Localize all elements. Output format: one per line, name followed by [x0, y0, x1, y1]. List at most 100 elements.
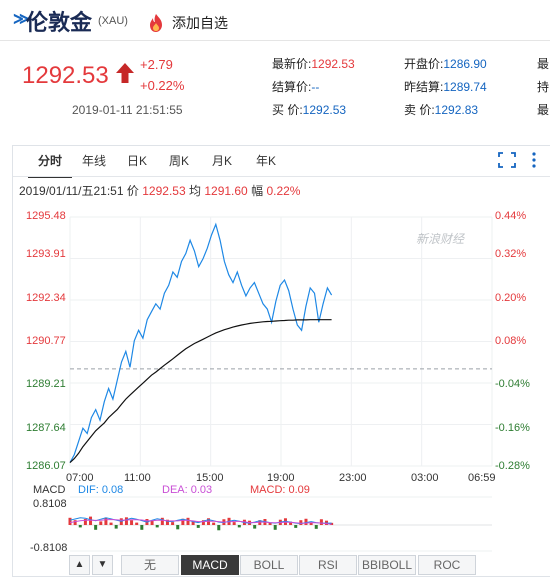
macd-bar — [212, 522, 216, 525]
macd-chart[interactable] — [0, 495, 550, 553]
y-tick-label: 1286.07 — [26, 460, 66, 472]
macd-bar — [89, 516, 93, 525]
y-tick-label: 1293.91 — [26, 248, 66, 260]
stat-open: 开盘价:1286.90 — [404, 57, 487, 71]
indicator-bbiboll[interactable]: BBIBOLL — [358, 555, 416, 575]
macd-bar — [68, 517, 72, 525]
indicator-rsi[interactable]: RSI — [299, 555, 357, 575]
macd-dif: DIF: 0.08 — [78, 484, 124, 496]
y-right-tick-label: 0.08% — [495, 335, 527, 347]
macd-bar — [217, 525, 221, 531]
macd-bar — [135, 522, 139, 525]
macd-value: MACD: 0.09 — [250, 484, 310, 496]
macd-bar — [73, 520, 77, 525]
macd-bar — [201, 520, 205, 525]
macd-bar — [114, 525, 118, 529]
y-right-tick-label: -0.04% — [495, 378, 530, 390]
watermark: 新浪财经 — [416, 232, 465, 246]
macd-bar — [171, 522, 175, 525]
stat-holding: 持 — [537, 80, 550, 94]
fullscreen-icon[interactable] — [498, 152, 516, 168]
macd-bar — [289, 521, 293, 525]
current-price: 1292.53 — [22, 62, 109, 89]
stat-high: 最 — [537, 57, 550, 71]
macd-bar — [304, 518, 308, 525]
macd-ymin: -0.8108 — [30, 542, 68, 554]
macd-bar — [294, 525, 298, 528]
y-right-tick-label: 0.32% — [495, 248, 527, 260]
macd-bar — [104, 517, 108, 525]
macd-bar — [253, 525, 257, 529]
x-tick-label: 23:00 — [339, 472, 367, 484]
x-tick-label: 15:00 — [196, 472, 224, 484]
add-favorite-button[interactable]: 添加自选 — [172, 15, 228, 31]
macd-bar — [273, 525, 277, 530]
average-line — [69, 319, 332, 464]
divider — [13, 176, 550, 177]
y-right-tick-label: -0.16% — [495, 422, 530, 434]
macd-bar — [165, 519, 169, 525]
macd-bar — [150, 520, 154, 525]
fire-icon[interactable] — [146, 13, 166, 33]
macd-title: MACD — [33, 484, 66, 496]
y-tick-label: 1292.34 — [26, 292, 66, 304]
more-icon[interactable] — [530, 151, 538, 169]
macd-bar — [176, 525, 180, 530]
macd-bar — [155, 525, 159, 528]
stat-settle: 结算价:-- — [272, 80, 320, 94]
price-change-pct: +0.22% — [140, 78, 185, 93]
indicator-roc[interactable]: ROC — [418, 555, 476, 575]
chevron-right-icon: ≫ — [13, 11, 30, 28]
symbol-code: (XAU) — [98, 15, 128, 27]
indicator-macd[interactable]: MACD — [181, 555, 239, 575]
y-right-tick-label: 0.20% — [495, 292, 527, 304]
header-bar — [0, 0, 550, 41]
tab-year-line[interactable]: 年线 — [81, 154, 106, 168]
y-right-tick-label: 0.44% — [495, 210, 527, 222]
stat-ask: 卖 价:1292.83 — [404, 103, 479, 117]
stat-prev-settle: 昨结算:1289.74 — [404, 80, 487, 94]
macd-bar — [83, 519, 87, 525]
y-tick-label: 1290.77 — [26, 335, 66, 347]
quote-timestamp: 2019-01-11 21:51:55 — [72, 103, 183, 117]
next-indicator-button[interactable]: ▼ — [92, 555, 113, 575]
stat-latest: 最新价:1292.53 — [272, 57, 355, 71]
macd-bar — [196, 525, 200, 528]
macd-bar — [232, 522, 236, 525]
tab-month-k[interactable]: 月K — [211, 154, 232, 168]
macd-bar — [309, 522, 313, 525]
y-right-tick-label: -0.28% — [495, 460, 530, 472]
x-tick-label: 11:00 — [124, 472, 151, 484]
macd-bar — [319, 519, 323, 525]
macd-bar — [99, 521, 103, 525]
macd-ymax: 0.8108 — [33, 498, 67, 510]
macd-bar — [186, 517, 190, 525]
macd-bar — [124, 517, 128, 525]
y-tick-label: 1287.64 — [26, 422, 66, 434]
price-line — [69, 222, 333, 463]
macd-bar — [191, 521, 195, 525]
tab-week-k[interactable]: 周K — [168, 154, 189, 168]
crosshair-info: 2019/01/11/五21:51 价 1292.53 均 1291.60 幅 … — [19, 184, 301, 198]
tab-day-k[interactable]: 日K — [126, 154, 147, 168]
macd-bar — [78, 525, 82, 528]
x-tick-label: 19:00 — [267, 472, 295, 484]
prev-indicator-button[interactable]: ▲ — [69, 555, 90, 575]
tab-year-k[interactable]: 年K — [255, 154, 276, 168]
macd-dea: DEA: 0.03 — [162, 484, 213, 496]
indicator-none[interactable]: 无 — [121, 555, 179, 575]
x-tick-label: 06:59 — [468, 472, 496, 484]
x-tick-label: 03:00 — [411, 472, 439, 484]
price-change: +2.79 — [140, 57, 173, 72]
indicator-boll[interactable]: BOLL — [240, 555, 298, 575]
price-chart[interactable] — [0, 200, 550, 490]
tab-intraday[interactable]: 分时 — [28, 146, 72, 178]
macd-bar — [299, 520, 303, 525]
macd-bar — [237, 525, 241, 528]
macd-bar — [130, 520, 134, 525]
stat-bid: 买 价:1292.53 — [272, 103, 347, 117]
macd-bar — [140, 525, 144, 530]
macd-bar — [314, 525, 318, 529]
macd-bar — [181, 518, 185, 525]
macd-bar — [268, 522, 272, 525]
